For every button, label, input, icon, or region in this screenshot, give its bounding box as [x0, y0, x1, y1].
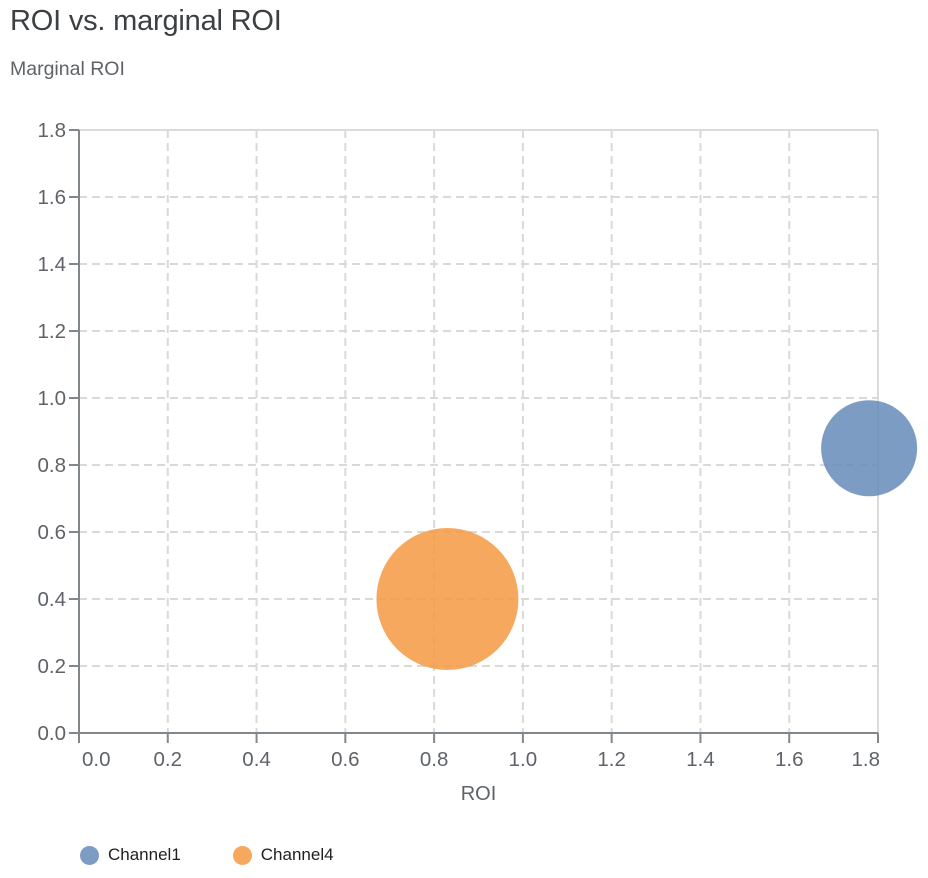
x-tick-label: 1.4 — [686, 748, 715, 771]
x-tick-label: 0.4 — [242, 748, 271, 771]
x-tick-label: 1.8 — [852, 748, 881, 771]
y-tick-label: 1.6 — [38, 186, 67, 209]
bubble-channel1 — [821, 400, 918, 497]
x-tick-label: 0.8 — [420, 748, 449, 771]
y-tick-label: 0.6 — [38, 521, 67, 544]
y-tick-label: 1.0 — [38, 387, 67, 410]
legend-item-channel1: Channel1 — [80, 845, 181, 865]
y-axis-title: Marginal ROI — [10, 58, 125, 80]
x-axis-title: ROI — [461, 783, 497, 805]
y-tick-label: 1.8 — [38, 119, 67, 142]
x-tick-label: 1.2 — [597, 748, 626, 771]
legend-item-channel4: Channel4 — [232, 845, 334, 865]
y-tick-label: 0.4 — [38, 588, 67, 611]
x-tick-label: 0.6 — [331, 748, 360, 771]
page-title: ROI vs. marginal ROI — [10, 5, 282, 37]
legend-label-channel4: Channel4 — [260, 845, 334, 864]
y-tick-label: 1.4 — [38, 253, 67, 276]
y-tick-label: 0.0 — [38, 722, 67, 745]
x-tick-label: 1.6 — [775, 748, 804, 771]
x-tick-label: 1.0 — [509, 748, 538, 771]
bubble-channel4 — [376, 528, 519, 670]
x-tick-label: 0.0 — [82, 748, 111, 771]
y-tick-label: 0.2 — [38, 655, 67, 678]
legend: Channel1 Channel4 — [80, 845, 334, 865]
legend-label-channel1: Channel1 — [108, 845, 181, 864]
y-tick-label: 1.2 — [38, 320, 67, 343]
legend-swatch-channel4 — [232, 845, 252, 865]
legend-swatch-channel1 — [80, 845, 99, 865]
y-tick-label: 0.8 — [38, 454, 67, 477]
x-tick-label: 0.2 — [154, 748, 183, 771]
bubble-chart: 0.0 0.2 0.4 0.6 0.8 1.0 1.2 1.4 1.6 1.8 0.0 0.2 0.4 0… — [38, 119, 918, 805]
